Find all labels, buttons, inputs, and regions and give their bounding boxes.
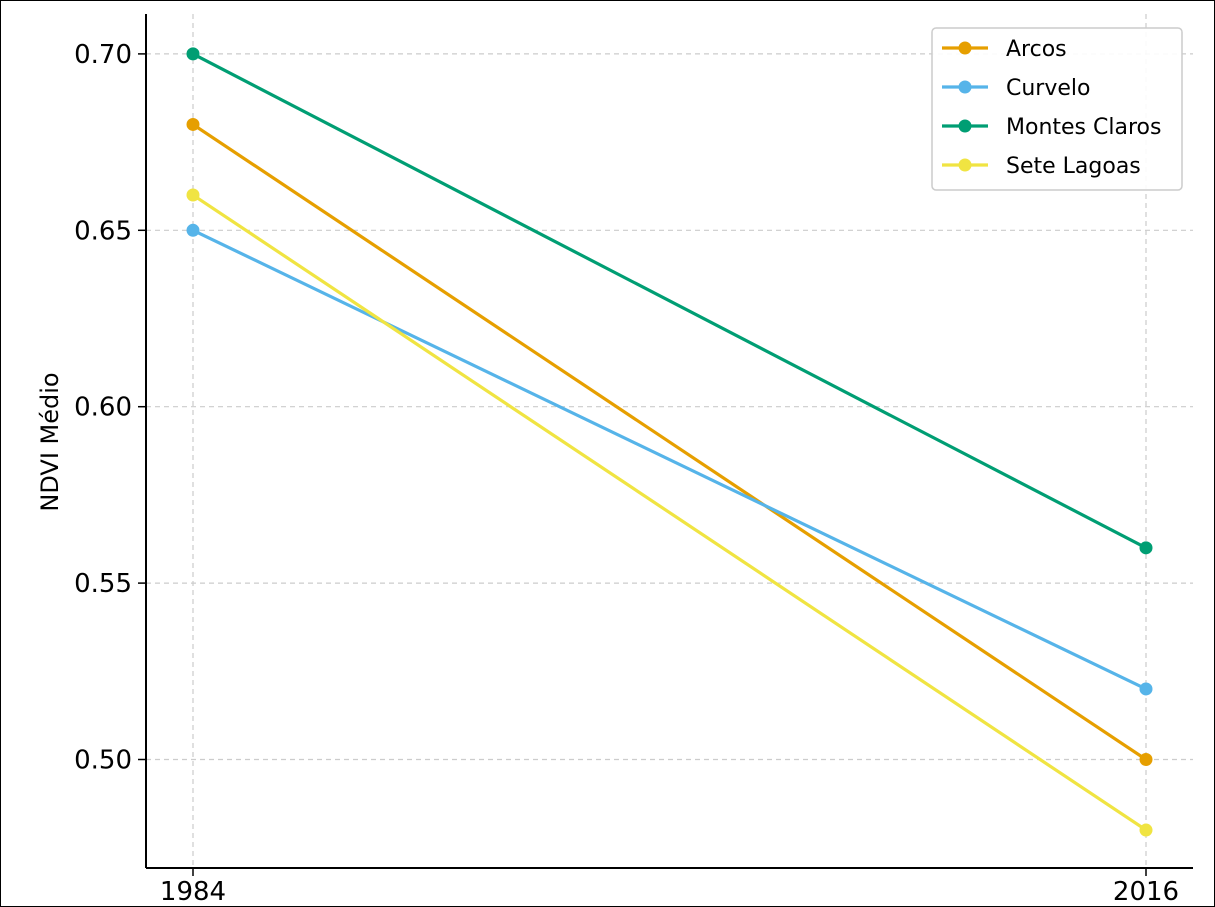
legend-item: Curvelo — [942, 76, 1090, 101]
data-point — [186, 117, 200, 131]
y-tick-label: 0.70 — [74, 40, 132, 70]
data-point — [1139, 682, 1153, 696]
series-line — [192, 52, 1147, 550]
legend-label: Arcos — [1006, 37, 1067, 62]
series-line — [192, 228, 1147, 691]
legend-item: Arcos — [942, 37, 1067, 62]
legend-swatch-marker — [958, 80, 972, 94]
y-tick-label: 0.65 — [74, 216, 132, 246]
x-tick-label: 1984 — [160, 877, 226, 907]
legend-item: Sete Lagoas — [942, 154, 1141, 179]
data-point — [186, 223, 200, 237]
data-point — [1139, 541, 1153, 555]
series-line — [192, 123, 1147, 761]
legend-swatch-marker — [958, 158, 972, 172]
data-point — [186, 188, 200, 202]
y-tick-label: 0.60 — [74, 393, 132, 423]
legend-label: Montes Claros — [1006, 115, 1161, 140]
series-curvelo — [186, 223, 1153, 696]
legend-item: Montes Claros — [942, 115, 1161, 140]
data-point — [186, 47, 200, 61]
legend-swatch-marker — [958, 119, 972, 133]
legend-swatch-marker — [958, 41, 972, 55]
y-tick-label: 0.50 — [74, 746, 132, 776]
y-axis-label: NDVI Médio — [36, 372, 64, 511]
legend-label: Curvelo — [1006, 76, 1090, 101]
x-tick-label: 2016 — [1113, 877, 1179, 907]
data-point — [1139, 823, 1153, 837]
series-line — [192, 193, 1147, 832]
series — [186, 47, 1153, 837]
y-tick-label: 0.55 — [74, 569, 132, 599]
series-sete-lagoas — [186, 188, 1153, 837]
data-point — [1139, 753, 1153, 766]
legend-box — [931, 27, 1183, 191]
grid — [146, 14, 1193, 868]
legend-label: Sete Lagoas — [1006, 154, 1141, 179]
series-arcos — [186, 117, 1153, 766]
axes: 0.50 0.55 0.60 0.65 0.70 1984 2016 — [74, 14, 1193, 907]
series-montes-claros — [186, 47, 1153, 555]
legend: Arcos Curvelo Montes Claros Sete Lagoas — [931, 27, 1183, 191]
